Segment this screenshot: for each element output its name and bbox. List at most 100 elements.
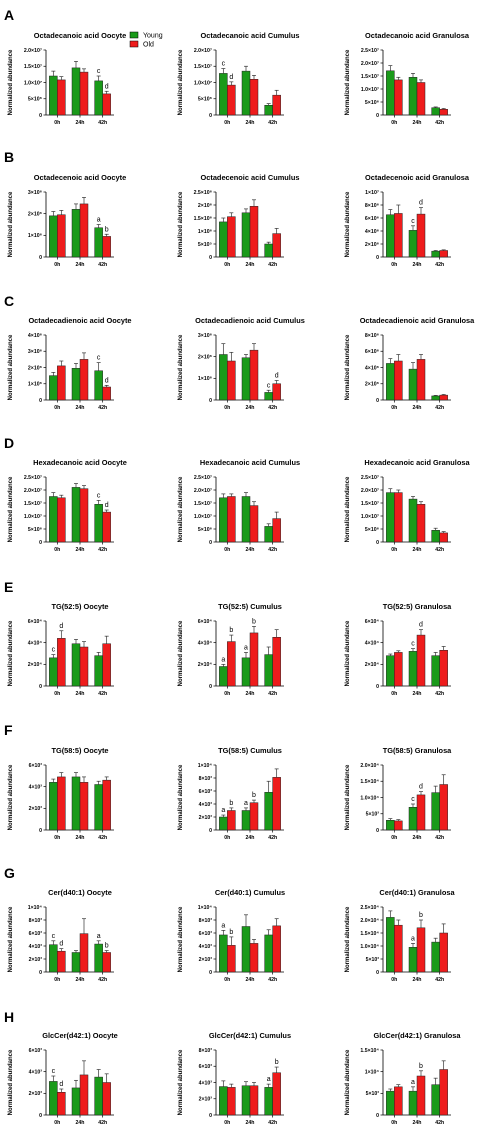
y-tick-label: 2.5×10⁷ — [194, 475, 212, 481]
y-tick-label: 1.5×10⁷ — [24, 64, 42, 70]
row-label-b: B — [4, 149, 14, 165]
bar-old — [272, 925, 281, 973]
bar-young — [71, 209, 81, 258]
bar-old — [439, 650, 448, 687]
y-tick-label: 2.5×10⁴ — [360, 905, 379, 911]
bar-young — [241, 70, 251, 116]
x-tick-label: 0h — [391, 405, 397, 411]
bar-young — [94, 784, 103, 831]
y-axis-label: Normalized abundance — [345, 49, 351, 115]
x-tick-label: 0h — [391, 1120, 397, 1126]
significance-letter: d — [419, 200, 423, 207]
bar-young — [49, 375, 58, 401]
y-tick-label: 2×10³ — [199, 957, 213, 963]
bar-old — [394, 652, 403, 687]
bar-young — [71, 67, 81, 116]
chart-title: TG(52:5) Cumulus — [218, 602, 282, 611]
bar-young — [241, 657, 251, 687]
chart-title: GlcCer(d42:1) Oocyte — [42, 1031, 118, 1040]
bar-young — [241, 926, 251, 973]
chart-title: Octadecenoic acid Granulosa — [365, 173, 470, 182]
bar-old — [249, 349, 259, 401]
y-tick-label: 0 — [376, 1113, 379, 1119]
bar-old — [102, 779, 111, 831]
bar-young — [386, 820, 395, 831]
y-axis-label: Normalized abundance — [178, 1049, 184, 1115]
significance-letter: b — [275, 1059, 279, 1066]
bar-young — [219, 1086, 228, 1116]
bar-old — [416, 213, 426, 258]
y-tick-label: 1×10⁴ — [28, 905, 43, 911]
bar-young — [264, 105, 273, 116]
significance-letter: d — [105, 502, 109, 509]
bar-young — [94, 504, 103, 543]
x-tick-label: 24h — [413, 120, 422, 126]
bar-old — [57, 1092, 66, 1116]
bar-young — [264, 934, 273, 973]
chart-16: TG(58:5) Cumulus Normalized abundance 0 2×1… — [178, 746, 284, 841]
bar-old — [102, 643, 111, 687]
significance-letter: c — [411, 641, 415, 648]
y-tick-label: 2×10³ — [29, 806, 43, 812]
legend-label-young: Young — [143, 33, 163, 40]
significance-letter: d — [105, 377, 109, 384]
bar-young — [431, 941, 440, 973]
bar-old — [249, 79, 259, 116]
y-tick-label: 2.0×10⁷ — [194, 48, 212, 54]
x-tick-label: 42h — [98, 405, 107, 411]
chart-title: Octadecenoic acid Oocyte — [34, 173, 126, 182]
x-tick-label: 24h — [413, 547, 422, 553]
y-tick-label: 6×10⁴ — [365, 619, 380, 625]
chart-title: Octadecenoic acid Cumulus — [201, 173, 300, 182]
y-tick-label: 6×10³ — [199, 789, 213, 795]
significance-letter: b — [105, 226, 109, 233]
bar-old — [439, 394, 448, 401]
significance-letter: d — [59, 623, 63, 630]
x-tick-label: 42h — [435, 547, 444, 553]
bar-old — [249, 1085, 259, 1116]
significance-letter: c — [267, 382, 271, 389]
bar-old — [57, 497, 66, 543]
bar-young — [241, 1085, 251, 1116]
bar-old — [227, 945, 236, 973]
x-tick-label: 42h — [435, 977, 444, 983]
y-tick-label: 4×10³ — [29, 944, 43, 950]
y-tick-label: 2.0×10⁴ — [360, 763, 379, 769]
bar-young — [386, 214, 395, 258]
y-tick-label: 1.5×10⁷ — [194, 501, 212, 507]
bar-old — [79, 203, 89, 258]
y-tick-label: 5×10³ — [366, 812, 380, 818]
chart-20: Cer(d40:1) Granulosa Normalized abundance… — [345, 888, 455, 983]
bar-young — [94, 227, 103, 258]
x-tick-label: 42h — [98, 835, 107, 841]
y-tick-label: 4×10⁶ — [365, 365, 380, 371]
bar-old — [227, 84, 236, 116]
y-tick-label: 4×10³ — [29, 784, 43, 790]
chart-title: Octadecadienoic acid Cumulus — [195, 316, 305, 325]
bar-old — [416, 359, 426, 401]
bar-old — [79, 646, 89, 687]
bar-old — [416, 82, 426, 116]
x-tick-label: 24h — [413, 835, 422, 841]
chart-title: TG(58:5) Granulosa — [383, 746, 452, 755]
chart-title: Octadecadienoic acid Oocyte — [28, 316, 131, 325]
bar-young — [94, 943, 103, 973]
bar-old — [394, 213, 403, 258]
y-tick-label: 1.5×10⁴ — [360, 779, 379, 785]
bar-young — [431, 792, 440, 831]
x-tick-label: 0h — [224, 1120, 230, 1126]
chart-13: TG(52:5) Cumulus Normalized abundance 0 2×1… — [178, 602, 284, 697]
row-label-d: D — [4, 435, 14, 451]
bar-old — [394, 79, 403, 116]
bar-young — [219, 221, 228, 258]
x-tick-label: 24h — [76, 691, 85, 697]
chart-22: GlcCer(d42:1) Cumulus Normalized abundanc… — [178, 1031, 291, 1126]
chart-title: Hexadecanoic acid Granulosa — [364, 458, 470, 467]
y-tick-label: 1×10⁴ — [198, 763, 213, 769]
row-label-e: E — [4, 579, 13, 595]
y-tick-label: 8×10³ — [199, 1048, 213, 1054]
bar-young — [219, 497, 228, 543]
bar-old — [272, 777, 281, 831]
bar-young — [408, 807, 418, 831]
y-tick-label: 5×10³ — [366, 1091, 380, 1097]
